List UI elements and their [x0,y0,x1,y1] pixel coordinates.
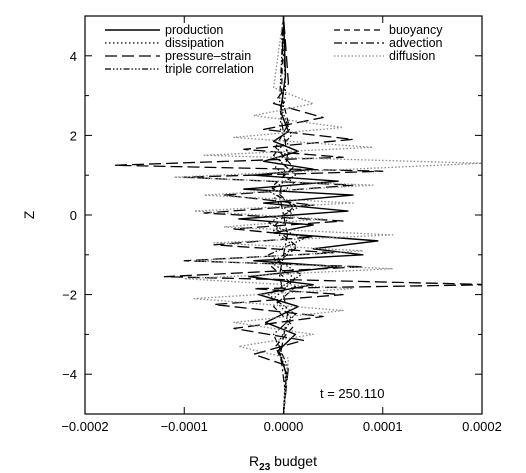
series-line-triple-correlation [268,16,304,414]
x-tick-label: 0.0000 [264,419,304,434]
series-line-diffusion [173,16,482,414]
series-line-buoyancy [270,16,298,414]
legend-label-buoyancy: buoyancy [389,23,443,37]
x-axis-label: R23 budget [249,453,317,473]
series-line-advection [278,16,289,414]
y-tick-label: −4 [62,367,77,382]
y-tick-label: −2 [62,288,77,303]
legend-label-pressure-strain: pressure–strain [165,49,251,63]
series-layer [114,16,482,414]
x-axis-label-subscript: 23 [259,462,271,473]
x-tick-label: 0.0002 [462,419,502,434]
x-axis-label-main: R [249,453,259,469]
legend-label-production: production [165,23,223,37]
legend-label-diffusion: diffusion [389,49,435,63]
x-tick-label: −0.0002 [61,419,108,434]
legend-label-triple-correlation: triple correlation [165,62,254,76]
y-tick-label: 4 [70,49,77,64]
x-axis-label-rest: budget [270,453,317,469]
time-annotation: t = 250.110 [320,386,384,401]
legend-label-advection: advection [389,36,443,50]
legend: productiondissipationpressure–straintrip… [105,23,443,76]
y-axis-label: Z [21,210,37,219]
ticks-layer: −0.0002 −0.0001 0.0000 0.0001 0.0002 −4 −2 0 2 4 [61,15,502,434]
x-tick-label: −0.0001 [161,419,208,434]
legend-label-dissipation: dissipation [165,36,224,50]
x-tick-label: 0.0001 [363,419,403,434]
y-tick-label: 0 [70,208,77,223]
y-tick-label: 2 [70,128,77,143]
